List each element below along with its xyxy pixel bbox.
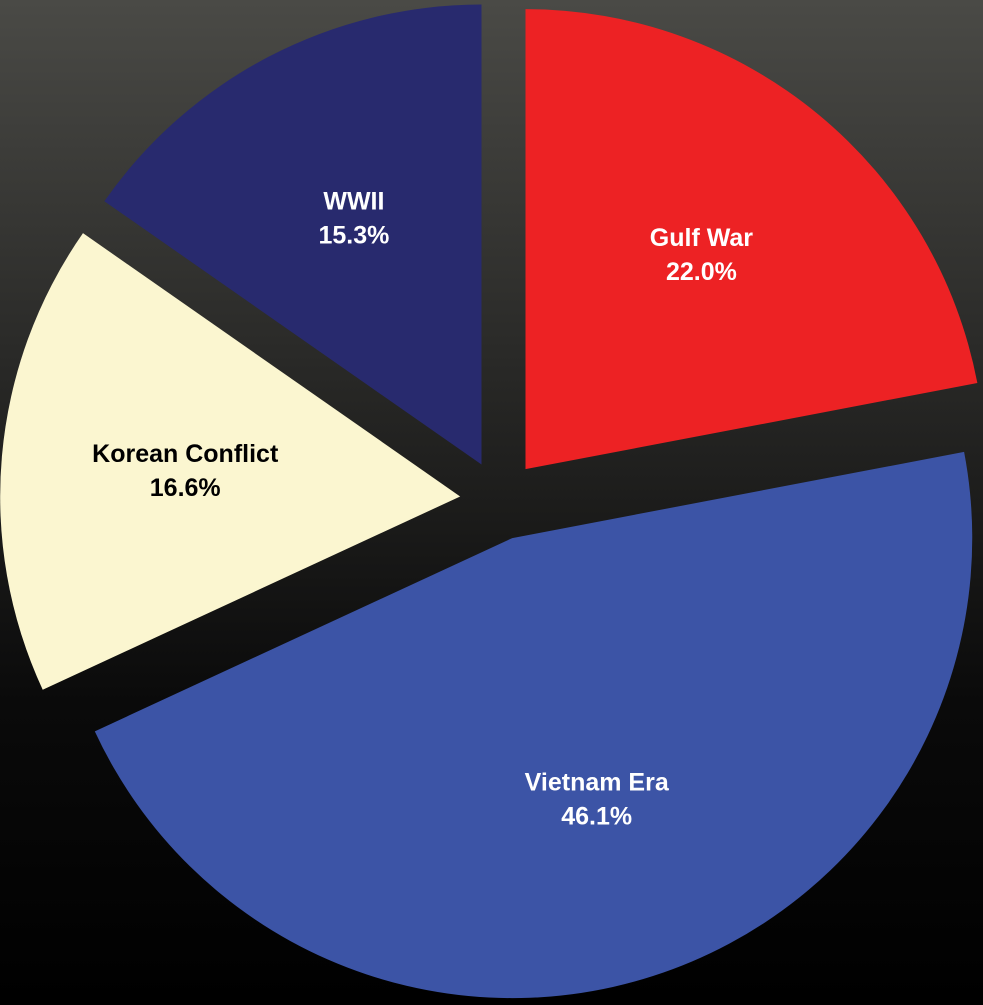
page: {"chart_data": {"type": "pie", "categori… <box>0 0 983 1005</box>
slice-label: Gulf War <box>650 224 754 252</box>
slice-value-label: 46.1% <box>561 802 632 830</box>
slice-value-label: 22.0% <box>666 258 737 286</box>
slice-label: Korean Conflict <box>92 440 279 468</box>
slice-value-label: 16.6% <box>150 474 221 502</box>
slice-value-label: 15.3% <box>318 221 389 249</box>
slice-label: Vietnam Era <box>525 768 670 796</box>
chart: Gulf War 22.0% Vietnam Era 46.1% Korean Conf… <box>0 0 983 1005</box>
slice-label: WWII <box>323 187 384 215</box>
